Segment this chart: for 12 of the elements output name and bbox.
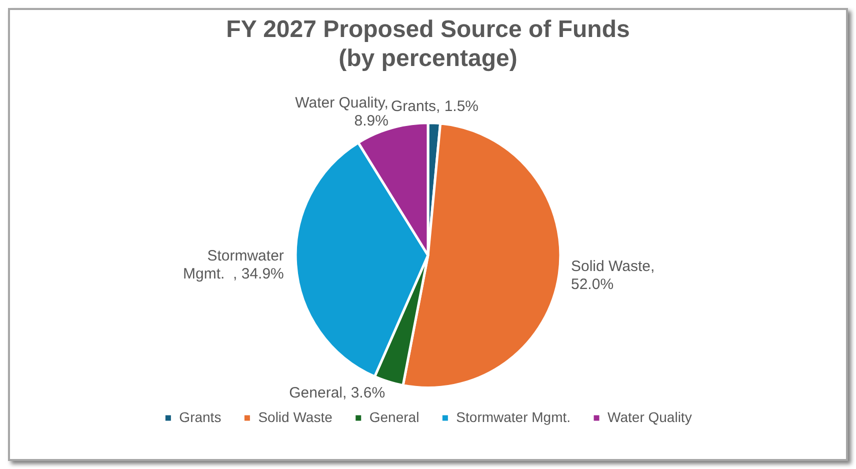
data-label: Stormwater Mgmt. , 34.9% bbox=[183, 248, 284, 283]
legend-label: Water Quality bbox=[608, 408, 692, 425]
data-label: General, 3.6% bbox=[289, 384, 386, 402]
data-label: Grants, 1.5% bbox=[390, 98, 479, 116]
data-label: Solid Waste, 52.0% bbox=[571, 258, 655, 293]
legend-label: Solid Waste bbox=[258, 408, 333, 425]
legend-label: Grants bbox=[179, 408, 222, 425]
legend-label: Stormwater Mgmt. bbox=[456, 408, 571, 425]
data-label: Water Quality, 8.9% bbox=[295, 94, 388, 130]
chart-title: FY 2027 Proposed Source of Funds bbox=[226, 16, 630, 44]
legend-label: General bbox=[369, 408, 420, 425]
chart-subtitle: (by percentage) bbox=[338, 44, 518, 72]
